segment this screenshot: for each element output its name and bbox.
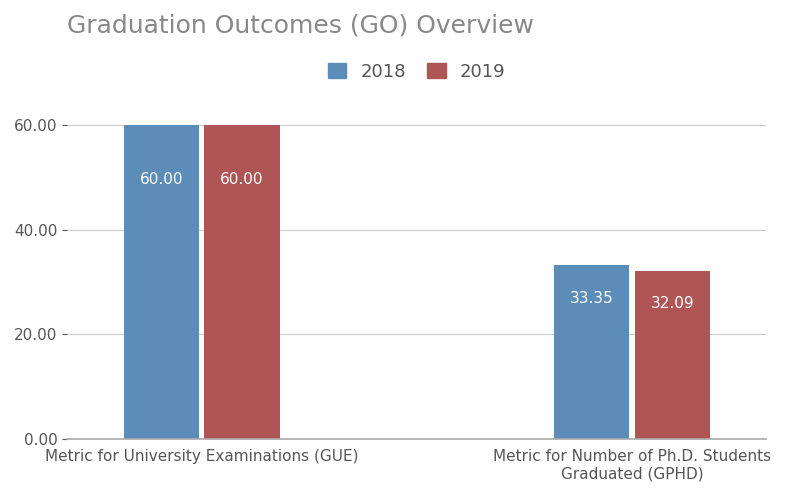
Text: 60.00: 60.00	[139, 172, 183, 187]
Legend: 2018, 2019: 2018, 2019	[321, 55, 513, 88]
Text: 32.09: 32.09	[650, 297, 694, 311]
Text: 60.00: 60.00	[220, 172, 264, 187]
Bar	[123, 125, 199, 439]
Text: Graduation Outcomes (GO) Overview: Graduation Outcomes (GO) Overview	[67, 14, 534, 38]
Text: 33.35: 33.35	[570, 291, 614, 306]
Bar	[634, 271, 710, 439]
Bar	[554, 264, 629, 439]
Bar	[204, 125, 279, 439]
